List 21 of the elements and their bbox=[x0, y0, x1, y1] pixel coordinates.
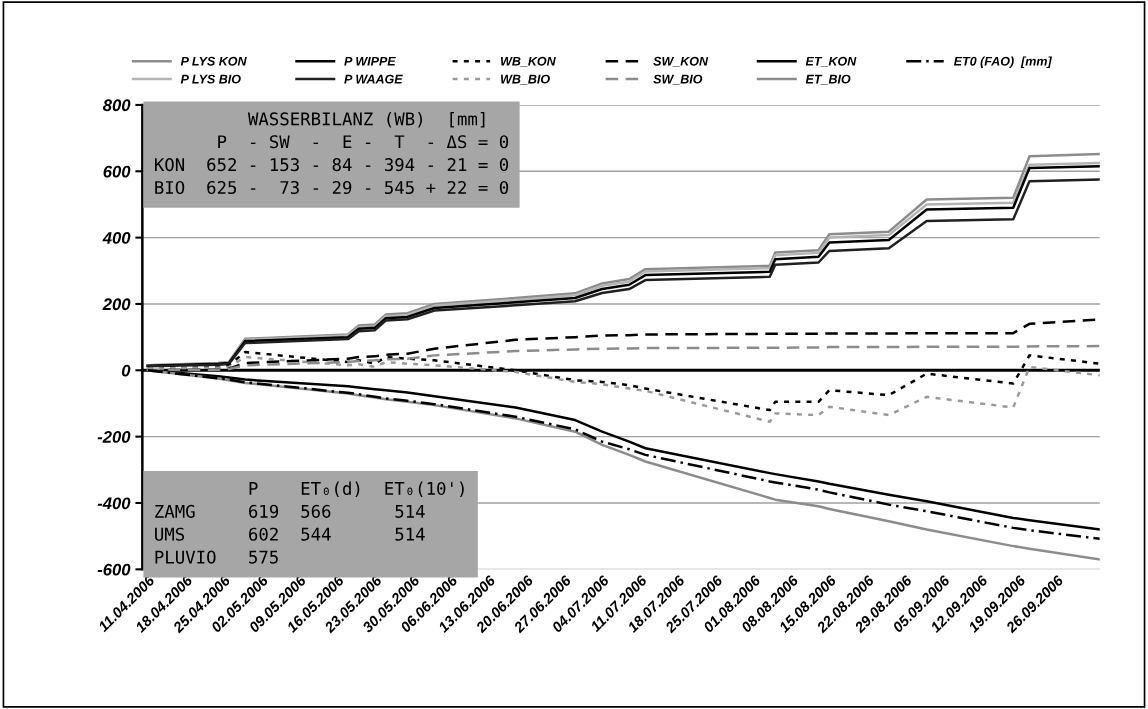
legend-label: P WIPPE bbox=[344, 56, 396, 66]
legend-label: P LYS KON bbox=[180, 56, 247, 66]
y-tick-label: 400 bbox=[102, 232, 131, 244]
legend-label: WB_KON bbox=[501, 56, 556, 68]
annotation: WASSERBILANZ (WB) [mm] P - SW - E - T - ΔS = 0 KON 652 - 153 - 84 - 394 - 21 = 0 BIO 625 - 73 - 29 - 545 + 22 = 0 bbox=[155, 111, 509, 195]
legend-label: SW_BIO bbox=[653, 74, 703, 85]
legend-label: SW_KON bbox=[653, 56, 709, 68]
legend-label: P LYS BIO bbox=[180, 74, 241, 84]
legend-label: ET_KON bbox=[805, 56, 857, 68]
y-tick-label: 0 bbox=[121, 364, 131, 377]
y-tick-label: 600 bbox=[103, 165, 131, 178]
legend-label: P WAAGE bbox=[344, 74, 403, 84]
y-tick-label: -400 bbox=[97, 497, 131, 510]
y-tick-label: 200 bbox=[102, 298, 131, 311]
y-tick-label: -200 bbox=[97, 431, 131, 443]
legend-label: WB_BIO bbox=[501, 74, 550, 85]
legend-label: ET0 (FAO) [mm] bbox=[953, 56, 1052, 69]
legend-label: ET_BIO bbox=[805, 74, 851, 85]
y-tick-label: -600 bbox=[97, 563, 131, 576]
annotation: P ET₀(d) ET₀(10') ZAMG 619 566 514 UMS 602 544 514 PLUVIO 575 bbox=[155, 481, 464, 564]
y-tick-label: 800 bbox=[102, 99, 131, 112]
